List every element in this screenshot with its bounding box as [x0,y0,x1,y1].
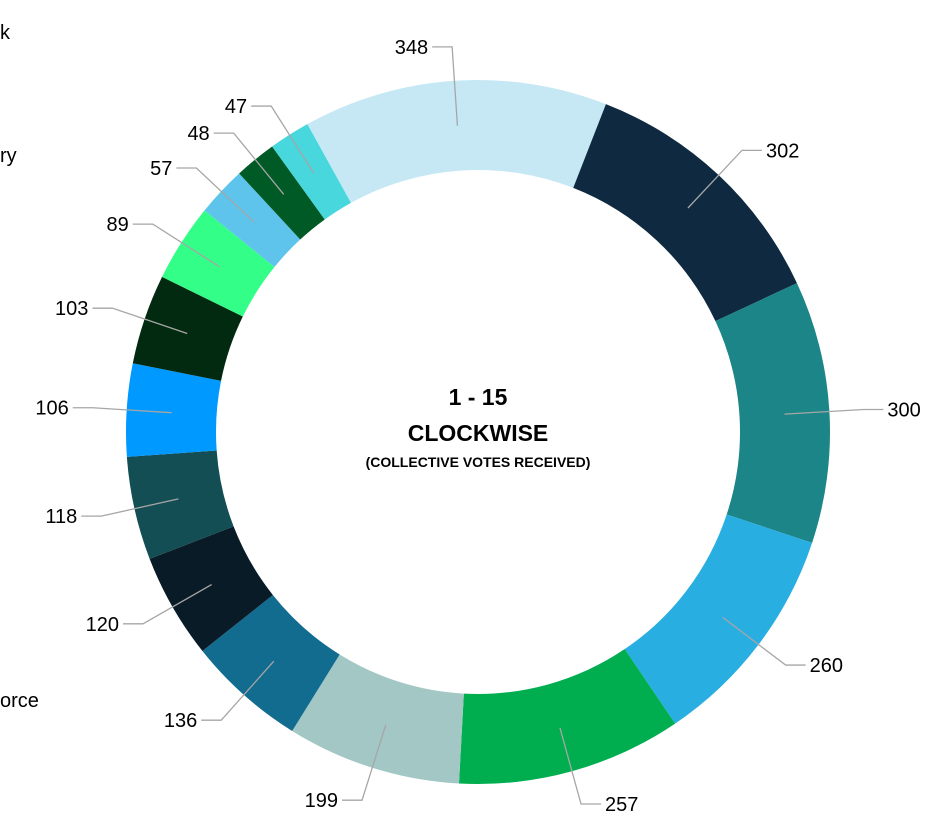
data-label-1: 348 [395,37,428,59]
data-label-15: 47 [225,96,247,118]
leader-line-5 [559,727,602,805]
data-label-5: 257 [605,794,638,816]
leader-line-11 [92,307,188,335]
cropped-legend-text-top: k [0,22,10,44]
data-label-11: 103 [55,298,88,320]
donut-slice-9 [126,450,234,559]
data-label-2: 302 [766,140,799,162]
donut-slice-6 [292,654,464,784]
donut-slice-11 [132,276,243,381]
data-labels: 348 302 300 260 257 199 136 120 118 106 103 89 57 48 4… [35,37,920,816]
data-label-4: 260 [810,655,843,677]
donut-slice-10 [126,363,222,457]
data-label-8: 120 [86,614,119,636]
center-subtitle: (COLLECTIVE VOTES RECEIVED) [366,454,591,470]
center-title-range: 1 - 15 [449,384,508,410]
donut-slice-15 [272,124,351,220]
donut-slice-4 [624,514,813,724]
leader-line-2 [687,149,762,209]
center-title-direction: CLOCKWISE [408,420,549,446]
leader-line-7 [201,660,275,721]
leader-line-10 [72,407,172,414]
donut-slice-3 [715,283,830,543]
leader-lines [72,46,884,805]
cropped-legend-text-lower: orce [0,690,39,712]
donut-slice-8 [149,526,273,651]
donut-slices [126,79,830,784]
donut-slice-7 [202,594,340,731]
data-label-10: 106 [35,398,68,420]
leader-line-12 [132,223,220,268]
leader-line-15 [251,105,315,174]
data-label-13: 57 [150,158,172,180]
data-label-7: 136 [164,710,197,732]
donut-slice-12 [162,210,275,317]
data-label-3: 300 [887,400,920,422]
leader-line-13 [176,167,255,223]
leader-line-8 [123,583,212,625]
leader-line-4 [722,616,806,666]
donut-slice-2 [573,104,797,322]
leader-line-1 [432,46,459,126]
leader-line-14 [213,132,285,195]
data-label-14: 48 [187,123,209,145]
leader-line-6 [342,724,387,801]
cropped-legend-text-upper: ry [0,145,17,167]
leader-line-9 [81,498,179,517]
donut-slice-1 [307,79,606,203]
data-label-9: 118 [45,506,77,528]
leader-line-3 [784,408,884,415]
data-label-6: 199 [305,790,338,812]
donut-slice-5 [458,649,676,784]
data-label-12: 89 [107,214,129,236]
